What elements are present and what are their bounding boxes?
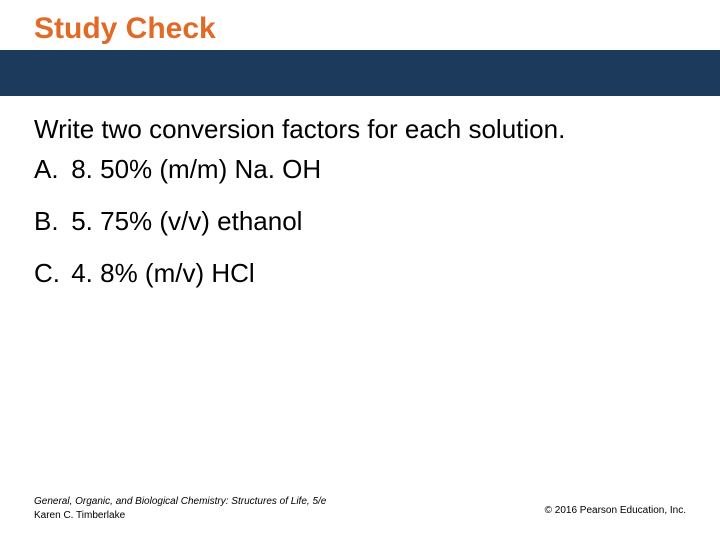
- footer-book-title: General, Organic, and Biological Chemist…: [34, 496, 326, 507]
- footer-left: General, Organic, and Biological Chemist…: [34, 495, 326, 522]
- title-underline-band: [0, 50, 720, 96]
- list-item-marker: C.: [34, 258, 64, 289]
- list-item-text: 8. 50% (m/m) Na. OH: [64, 154, 321, 184]
- prompt-text: Write two conversion factors for each so…: [34, 114, 565, 145]
- list-item-text: 5. 75% (v/v) ethanol: [64, 206, 302, 236]
- list-item: A. 8. 50% (m/m) Na. OH: [34, 154, 321, 196]
- list-item: B. 5. 75% (v/v) ethanol: [34, 206, 321, 248]
- footer-author: Karen C. Timberlake: [34, 510, 125, 521]
- footer-copyright: © 2016 Pearson Education, Inc.: [545, 505, 686, 516]
- list-item-marker: A.: [34, 154, 64, 185]
- items-container: A. 8. 50% (m/m) Na. OHB. 5. 75% (v/v) et…: [34, 154, 321, 310]
- slide-title: Study Check: [34, 12, 216, 46]
- list-item: C. 4. 8% (m/v) HCl: [34, 258, 321, 300]
- list-item-text: 4. 8% (m/v) HCl: [64, 258, 255, 288]
- list-item-marker: B.: [34, 206, 64, 237]
